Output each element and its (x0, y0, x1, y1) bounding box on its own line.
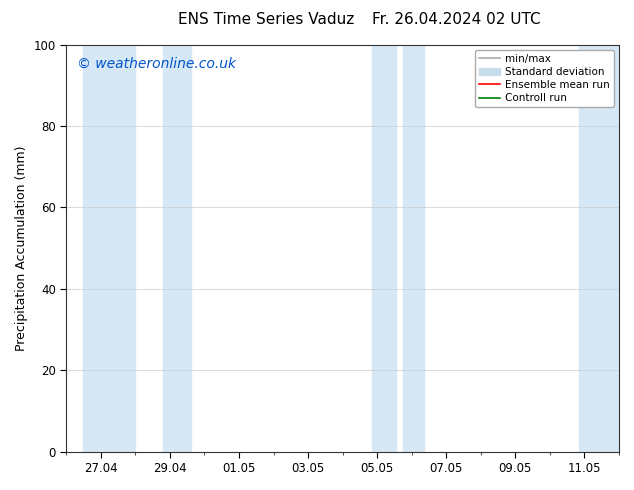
Legend: min/max, Standard deviation, Ensemble mean run, Controll run: min/max, Standard deviation, Ensemble me… (475, 49, 614, 107)
Bar (579, 45, 619, 452)
Bar (84, 45, 135, 452)
Bar (372, 45, 396, 452)
Text: © weatheronline.co.uk: © weatheronline.co.uk (77, 57, 236, 71)
Bar (163, 45, 191, 452)
Bar (403, 45, 424, 452)
Text: ENS Time Series Vaduz: ENS Time Series Vaduz (178, 12, 354, 27)
Text: Fr. 26.04.2024 02 UTC: Fr. 26.04.2024 02 UTC (372, 12, 541, 27)
Y-axis label: Precipitation Accumulation (mm): Precipitation Accumulation (mm) (15, 146, 28, 351)
